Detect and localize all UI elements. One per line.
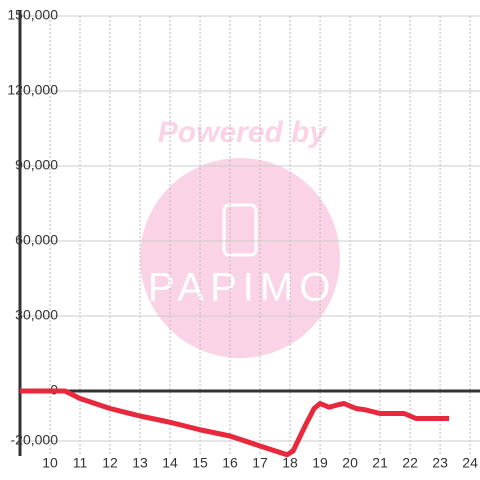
x-tick-label: 13 xyxy=(132,455,148,471)
x-tick-label: 16 xyxy=(222,455,238,471)
y-tick-label: 90,000 xyxy=(15,157,58,173)
y-tick-label: 30,000 xyxy=(15,307,58,323)
x-tick-label: 21 xyxy=(372,455,388,471)
watermark-icon xyxy=(222,203,258,257)
x-tick-label: 24 xyxy=(462,455,478,471)
x-tick-label: 14 xyxy=(162,455,178,471)
watermark-logo: PAPIMO xyxy=(148,266,337,310)
x-tick-label: 22 xyxy=(402,455,418,471)
x-tick-label: 11 xyxy=(73,455,88,471)
x-tick-label: 20 xyxy=(342,455,358,471)
y-tick-label: 60,000 xyxy=(15,232,58,248)
y-tick-label: -20,000 xyxy=(11,432,59,448)
x-tick-label: 17 xyxy=(252,455,268,471)
y-tick-label: 150,000 xyxy=(7,7,58,23)
x-tick-label: 19 xyxy=(312,455,328,471)
x-tick-label: 10 xyxy=(42,455,58,471)
data-line xyxy=(20,388,450,458)
watermark-text: Powered by xyxy=(158,116,328,149)
x-tick-label: 18 xyxy=(282,455,298,471)
x-tick-label: 12 xyxy=(102,455,118,471)
y-tick-label: 120,000 xyxy=(7,82,58,98)
x-tick-label: 23 xyxy=(432,455,448,471)
x-tick-label: 15 xyxy=(192,455,208,471)
